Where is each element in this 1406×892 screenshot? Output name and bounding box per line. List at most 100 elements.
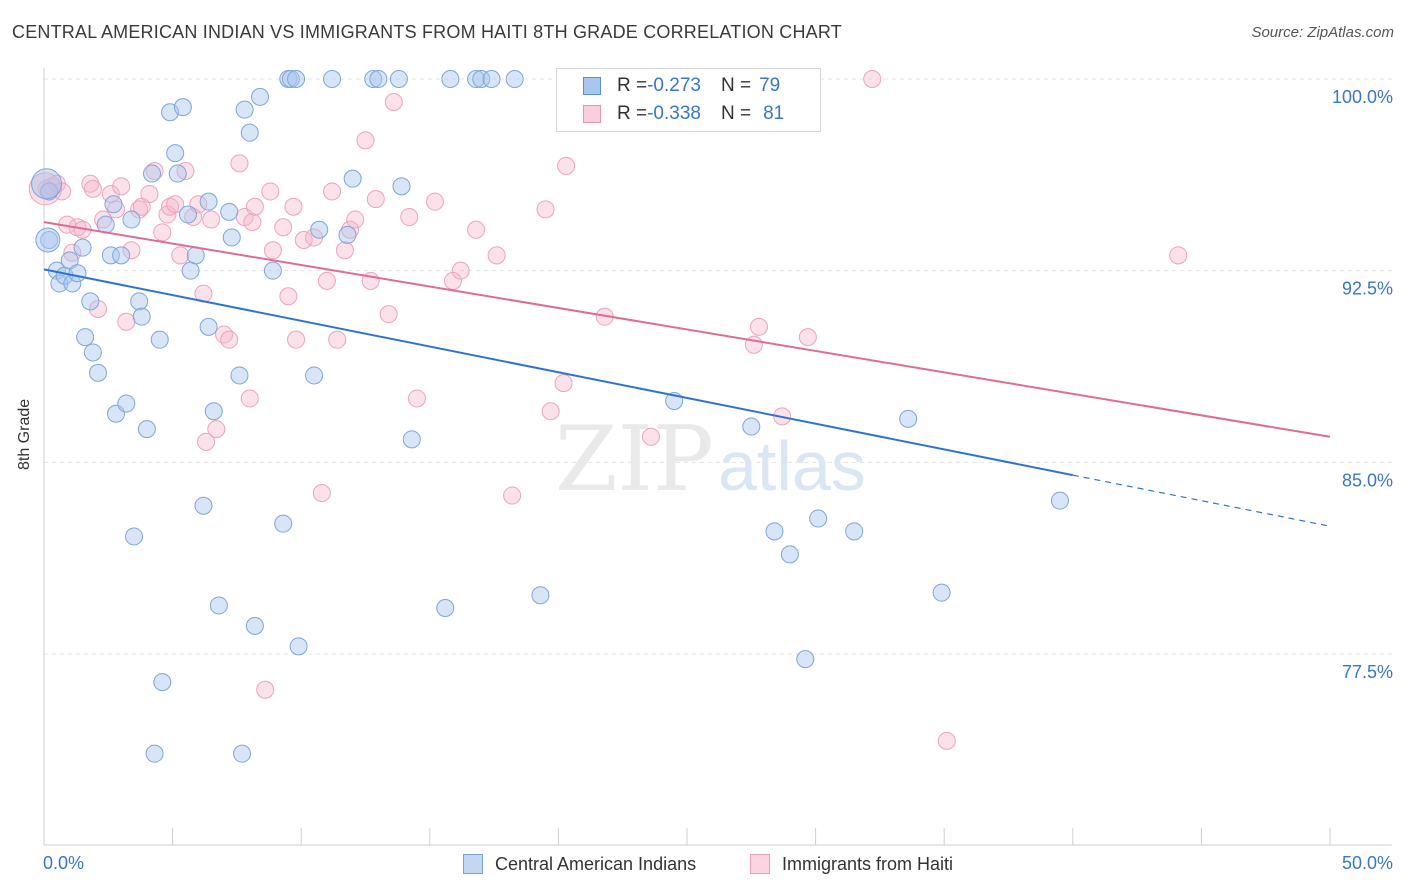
central-american-point (125, 527, 144, 546)
haiti-point (122, 241, 141, 260)
bottom-legend-label-2: Immigrants from Haiti (782, 853, 954, 874)
central-american-point (143, 164, 162, 183)
central-american-point (402, 430, 421, 449)
central-american-point (467, 70, 486, 88)
central-american-point (130, 292, 149, 311)
haiti-point (279, 287, 298, 306)
haiti-point (312, 484, 331, 502)
central-american-point (68, 264, 87, 283)
haiti-point (294, 231, 313, 249)
haiti-point (356, 131, 375, 150)
central-american-point (343, 169, 362, 188)
haiti-point (243, 213, 262, 232)
central-american-point (809, 509, 828, 528)
central-american-point (209, 596, 228, 615)
bottom-legend-haiti: Immigrants from Haiti (750, 851, 953, 877)
central-american-point (166, 144, 185, 163)
central-american-point (323, 70, 342, 88)
legend-r-label-1: R = (617, 75, 648, 96)
haiti-point (379, 305, 398, 324)
haiti-point (171, 246, 190, 265)
legend-n-value-1: 79 (759, 75, 781, 96)
haiti-point (274, 218, 293, 237)
central-american-point (179, 205, 198, 224)
legend-r-label-2: R = (617, 103, 648, 124)
haiti-point (220, 330, 239, 349)
x-tick-label: 0.0% (43, 853, 84, 873)
central-american-point (289, 637, 308, 656)
y-tick-label: 100.0% (1332, 87, 1393, 107)
haiti-point (230, 154, 249, 173)
series-central-american-points (31, 70, 1069, 763)
central-american-point (150, 330, 169, 349)
legend-swatch-blue (583, 77, 601, 95)
central-american-point (369, 70, 388, 88)
central-american-point (230, 366, 249, 385)
chart-title: CENTRAL AMERICAN INDIAN VS IMMIGRANTS FR… (12, 22, 842, 42)
central-american-point (122, 210, 141, 229)
haiti-point (451, 261, 470, 280)
central-american-trend-extension (1072, 474, 1331, 527)
central-american-point (233, 744, 252, 763)
central-american-point (251, 87, 270, 106)
central-american-point (89, 363, 108, 382)
central-american-point (112, 246, 131, 265)
haiti-point (94, 210, 113, 229)
central-american-point (73, 238, 92, 257)
bottom-legend-swatch-pink (750, 854, 770, 874)
central-american-point (222, 228, 241, 247)
central-american-point (153, 673, 172, 692)
haiti-point (153, 223, 172, 242)
legend-r-value-1: -0.273 (647, 75, 701, 96)
legend-swatch-pink (583, 105, 601, 123)
y-tick-label: 85.0% (1342, 470, 1393, 490)
central-american-point (765, 522, 784, 541)
central-american-point (83, 343, 102, 362)
central-american-point (104, 195, 123, 214)
bottom-legend-swatch-blue (463, 854, 483, 874)
haiti-point (557, 156, 576, 175)
central-american-point (204, 402, 223, 421)
haiti-point (384, 93, 403, 111)
central-american-point (796, 650, 815, 669)
haiti-point (112, 177, 131, 196)
central-american-point (338, 225, 357, 244)
haiti-point (130, 200, 149, 219)
haiti-point (245, 197, 264, 216)
central-american-point (441, 70, 460, 88)
legend-row-central-american: R = -0.273 N = 79 (583, 74, 780, 98)
central-american-point (137, 420, 156, 439)
haiti-point (197, 432, 216, 451)
watermark-atlas: atlas (718, 427, 866, 505)
central-american-point (310, 220, 329, 239)
central-american-point (531, 586, 550, 605)
central-american-point (235, 100, 254, 119)
haiti-point (328, 330, 347, 349)
haiti-point (83, 179, 102, 198)
central-american-point (220, 202, 239, 221)
legend-n-label-2: N = (720, 103, 752, 124)
central-american-point (199, 317, 218, 336)
y-tick-label: 92.5% (1342, 279, 1393, 299)
legend-n-value-2: 81 (763, 103, 785, 124)
haiti-point (407, 389, 426, 408)
x-tick-label: 50.0% (1342, 853, 1393, 873)
haiti-point (284, 197, 303, 216)
legend-row-haiti: R = -0.338 N = 81 (583, 102, 784, 126)
haiti-point (366, 190, 385, 209)
central-american-point (364, 70, 383, 88)
central-american-point (274, 514, 293, 533)
central-american-point (305, 366, 324, 385)
haiti-trend-line (43, 221, 1331, 438)
haiti-point (263, 241, 282, 260)
haiti-point (467, 220, 486, 239)
legend-n-label-1: N = (720, 75, 752, 96)
central-american-point (199, 192, 218, 211)
haiti-point (1169, 246, 1188, 265)
haiti-point (161, 197, 180, 216)
central-american-point (389, 70, 408, 88)
haiti-point (117, 312, 136, 331)
y-axis-label: 8th Grade (16, 398, 33, 470)
haiti-point (317, 271, 336, 290)
haiti-point (202, 210, 221, 229)
